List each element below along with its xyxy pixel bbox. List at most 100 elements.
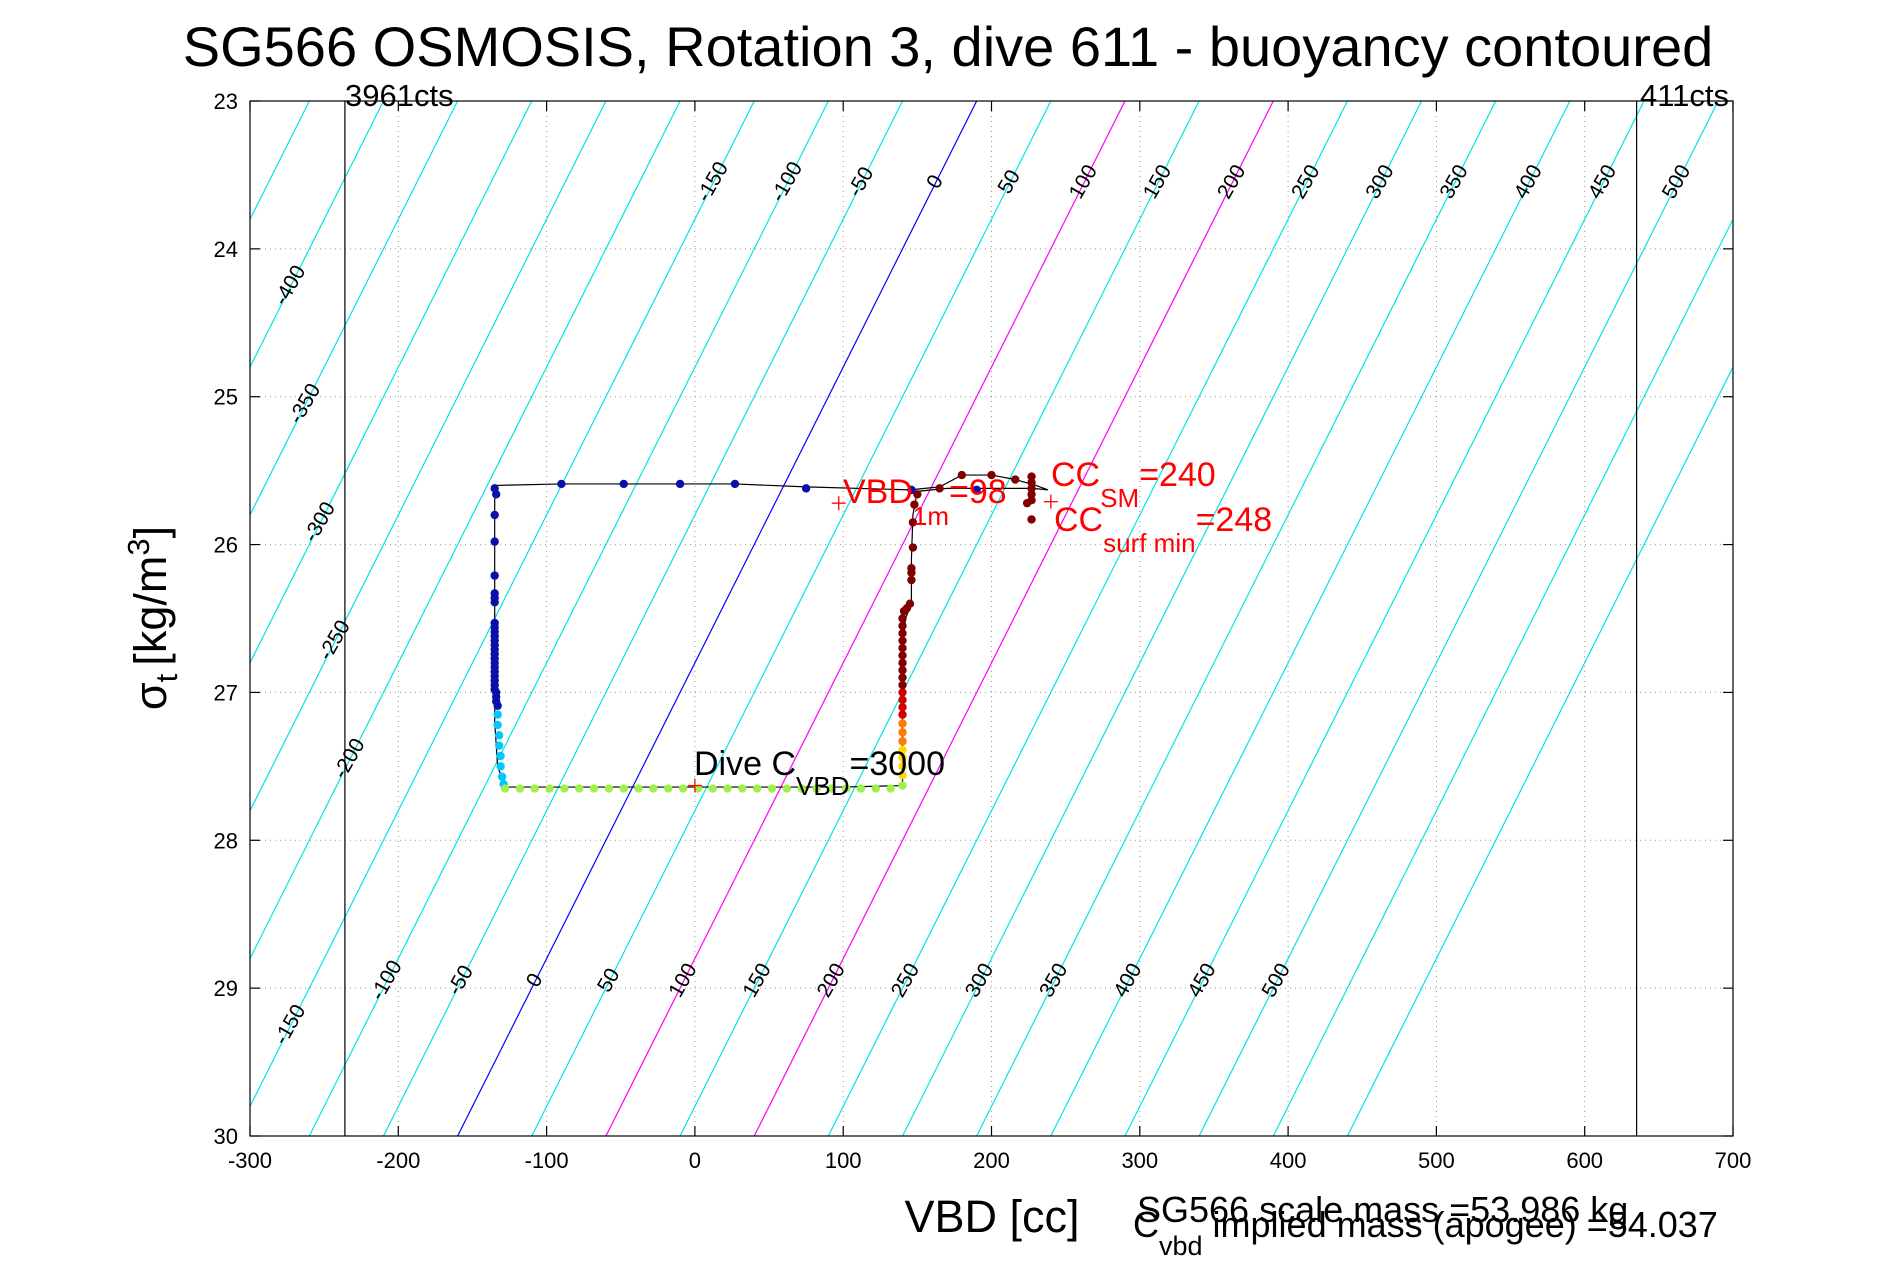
data-point-darkred [898,621,907,631]
y-tick-label: 26 [214,533,238,558]
buoyancy-contour-line [753,101,1274,1136]
data-point-darkred [898,673,907,682]
buoyancy-contour-line [1198,101,1719,1136]
x-tick-label: 700 [1715,1148,1752,1173]
data-point-darkred [898,643,907,653]
data-point-cyan [496,751,505,761]
data-point-cyan [497,772,507,781]
y-tick-label: 29 [214,976,238,1001]
data-point-blue [490,537,499,546]
data-point-yellow [898,745,907,755]
data-point-cyan [493,710,502,719]
data-point-darkred [957,470,967,480]
data-point-darkred [913,490,922,499]
y-tick-label: 23 [214,89,238,114]
data-point-orange [898,728,907,737]
buoyancy-contour-line [250,101,533,665]
data-point-darkred [908,518,918,527]
data-point-orange [898,737,907,746]
buoyancy-contour-line [605,101,1126,1136]
data-point-green [797,784,806,793]
y-axis-label-exp: 3 [121,538,156,555]
buoyancy-contour-line [1050,101,1571,1136]
buoyancy-contour-line [1124,101,1645,1136]
data-point-darkred [1011,475,1020,484]
data-point-darkred [905,599,915,608]
data-point-green [871,784,881,793]
y-axis-label-sigma: σ [125,682,176,710]
y-tick-label: 30 [214,1124,238,1149]
data-point-darkred [898,651,907,660]
x-tick-label: 100 [825,1148,862,1173]
data-point-blue [907,485,916,495]
data-point-darkred [907,564,916,573]
x-tick-label: -200 [376,1148,420,1173]
buoyancy-contour-line [679,101,1200,1136]
data-point-red [898,688,907,697]
points-layer [490,470,1058,793]
data-point-green [693,784,703,793]
data-point-green [812,784,821,793]
data-point-cyan [493,720,502,730]
data-point-green [515,784,525,793]
data-point-blue [557,479,566,489]
data-point-orange [898,719,907,728]
x-tick-label: 300 [1121,1148,1158,1173]
chart-title: SG566 OSMOSIS, Rotation 3, dive 611 - bu… [183,15,1713,78]
footer-implied-mass: Cvbd implied mass (apogee) =54.037 [1133,1204,1718,1261]
data-point-green [634,784,643,793]
data-point-darkred [907,575,916,585]
data-point-blue [490,598,499,607]
buoyancy-contour-line [531,101,1052,1136]
data-point-green [545,784,554,793]
data-point-blue [491,490,501,499]
x-tick-label: 0 [689,1148,701,1173]
buoyancy-contour-line [250,101,607,813]
annotation-cc-sm: CCSM=240 [1051,456,1216,513]
buoyancy-contour-line [976,101,1497,1136]
data-point-darkred [898,614,907,623]
data-point-darkred [898,629,907,638]
buoyancy-contour-line [250,101,681,960]
footer-scale-mass: SG566 scale mass =53.986 kg [1137,1189,1628,1230]
data-point-green [678,784,688,793]
y-tick-label: 25 [214,385,238,410]
y-tick-label: 28 [214,828,238,853]
data-point-darkred [898,658,907,668]
buoyancy-contour-line [827,101,1348,1136]
data-point-darkred [1027,490,1036,499]
annotation-cc-surf-min: CCsurf min=248 [1054,501,1272,558]
data-point-yellow [898,762,907,771]
y-tick-label: 24 [214,237,238,262]
x-tick-label: 200 [973,1148,1010,1173]
buoyancy-contour-line [1346,365,1733,1136]
data-point-red [898,703,907,712]
x-tick-label: 500 [1418,1148,1455,1173]
x-tick-label: 400 [1270,1148,1307,1173]
data-point-blue [972,485,981,495]
data-point-green [530,784,539,793]
data-point-red [898,695,907,705]
data-point-darkred [898,636,907,645]
data-point-darkred [898,666,907,675]
data-point-blue [675,479,685,489]
buoyancy-contour-line [382,101,904,1136]
data-point-darkred [908,543,918,552]
limit-layer [344,101,1638,1136]
data-point-darkred [935,484,944,493]
data-point-green [708,784,717,793]
data-point-darkred [1027,515,1036,524]
data-point-green [664,784,673,793]
data-point-green [898,781,907,790]
data-point-green [752,784,762,793]
data-point-green [649,784,658,793]
data-point-green [841,784,851,793]
annotation-dive-cvbd: Dive CVBD=3000 [694,745,945,801]
data-point-green [723,784,732,793]
data-point-cyan [496,762,505,771]
buoyancy-contour-line [308,101,829,1136]
data-point-darkred [910,500,919,509]
data-point-blue [490,571,499,580]
data-point-green [886,784,895,793]
